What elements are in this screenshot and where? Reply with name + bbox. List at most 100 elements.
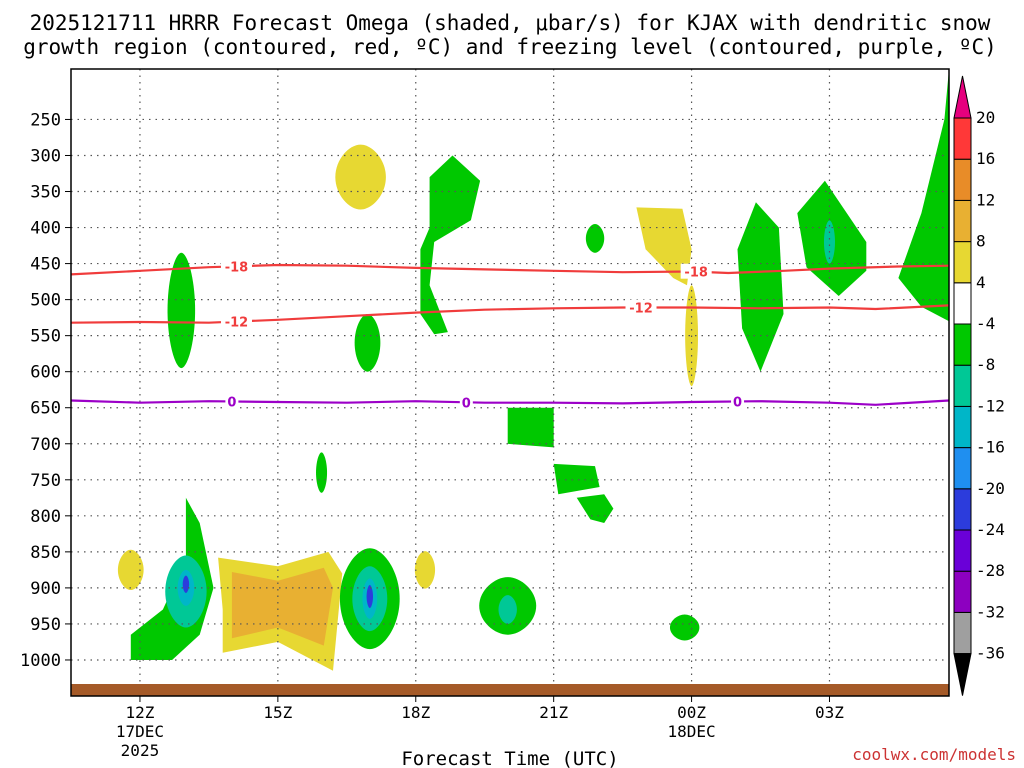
- omega-region-15: [117, 549, 144, 591]
- contour-label-temp_-12-0: -12: [225, 316, 249, 331]
- contour-label-temp_0-2: 0: [733, 395, 742, 410]
- colorbar-label--12: -12: [976, 396, 1005, 415]
- omega-region-22: [182, 575, 190, 593]
- y-tick-label-750: 750: [30, 471, 61, 491]
- y-tick-label-250: 250: [30, 110, 61, 130]
- y-tick-label-350: 350: [30, 183, 61, 203]
- x-tick-label-21Z: 21Z: [539, 703, 568, 722]
- y-tick-label-650: 650: [30, 399, 61, 419]
- colorbar-bin--12: [953, 364, 972, 407]
- contour-label-temp_-18-0: -18: [225, 260, 249, 275]
- colorbar-bin-12: [953, 158, 972, 201]
- contour-label-bg-temp_-12-0: [220, 313, 252, 329]
- omega-region-26: [366, 585, 374, 609]
- colorbar-label--36: -36: [976, 644, 1005, 663]
- omega-region-10: [354, 314, 381, 372]
- temperature-contours: -18 -18 -12 -12 0 0 0: [71, 258, 949, 411]
- colorbar-label--20: -20: [976, 479, 1005, 498]
- omega-region-18: [414, 551, 436, 589]
- colorbar-bin--8: [953, 323, 972, 366]
- colorbar-label-12: 12: [976, 190, 995, 209]
- contour-label-bg-temp_-12-1: [625, 299, 657, 315]
- colorbar-bin--16: [953, 405, 972, 449]
- omega-region-9: [898, 69, 949, 322]
- x-axis-label: Forecast Time (UTC): [401, 748, 618, 768]
- colorbar-label-16: 16: [976, 149, 995, 168]
- contour-label-temp_0-1: 0: [462, 396, 471, 411]
- colorbar-bin-8: [953, 199, 972, 243]
- omega-region-29: [669, 614, 700, 641]
- omega-region-28: [498, 595, 517, 624]
- y-tick-label-1000: 1000: [20, 651, 61, 671]
- x-tick-sublabel-18DEC: 18DEC: [667, 722, 715, 741]
- colorbar-label--24: -24: [976, 520, 1005, 539]
- colorbar-bin-16: [953, 117, 972, 160]
- colorbar-bin--24: [953, 488, 972, 531]
- omega-region-3: [585, 223, 605, 253]
- colorbar-bin--4: [953, 282, 972, 325]
- colorbar-bin--32: [953, 570, 972, 613]
- plot-frame: [70, 68, 950, 697]
- colorbar-bin--20: [953, 447, 972, 490]
- omega-shading-layer: [117, 69, 949, 671]
- contour-temp_0: [71, 399, 949, 406]
- colorbar-over-arrow: [953, 75, 972, 119]
- ground-surface-bar: [71, 684, 949, 696]
- contour-label-temp_-12-1: -12: [629, 302, 653, 317]
- colorbar-under-arrow: [953, 653, 972, 696]
- x-tick-label-12Z: 12Z: [125, 703, 154, 722]
- y-tick-label-950: 950: [30, 615, 61, 635]
- y-tick-label-800: 800: [30, 507, 61, 527]
- colorbar-label-8: 8: [976, 232, 986, 251]
- colorbar-bin--28: [953, 529, 972, 572]
- chart-title-line-1: 2025121711 HRRR Forecast Omega (shaded, …: [30, 11, 991, 35]
- colorbar: -36 -32 -28 -24 -20 -16 -12 -8 -4 4 8 12 16 20: [953, 75, 1005, 696]
- x-tick-label-03Z: 03Z: [815, 703, 844, 722]
- contour-label-temp_-18-1: -18: [684, 266, 708, 281]
- contour-label-bg-temp_0-2: [731, 393, 745, 409]
- x-tick-label-00Z: 00Z: [677, 703, 706, 722]
- y-tick-label-900: 900: [30, 579, 61, 599]
- colorbar-label--28: -28: [976, 561, 1005, 580]
- contour-label-bg-temp_0-1: [459, 394, 473, 410]
- omega-region-2: [420, 155, 481, 335]
- omega-region-17: [231, 567, 333, 646]
- colorbar-label--4: -4: [976, 314, 995, 333]
- colorbar-label-20: 20: [976, 108, 995, 127]
- y-tick-label-550: 550: [30, 327, 61, 347]
- contour-label-temp_0-0: 0: [227, 395, 236, 410]
- omega-region-13: [553, 463, 600, 495]
- y-tick-label-500: 500: [30, 291, 61, 311]
- y-tick-label-300: 300: [30, 146, 61, 166]
- colorbar-label--32: -32: [976, 602, 1005, 621]
- x-tick-label-18Z: 18Z: [401, 703, 430, 722]
- omega-region-1: [335, 144, 386, 210]
- x-tick-label-15Z: 15Z: [263, 703, 292, 722]
- omega-region-6: [737, 202, 784, 372]
- colorbar-bin--36: [953, 611, 972, 655]
- y-tick-label-700: 700: [30, 435, 61, 455]
- contour-temp_-12: [71, 304, 949, 324]
- y-tick-label-850: 850: [30, 543, 61, 563]
- contour-label-bg-temp_-18-1: [680, 263, 712, 279]
- omega-region-12: [507, 407, 554, 448]
- y-tick-label-450: 450: [30, 255, 61, 275]
- colorbar-label--16: -16: [976, 438, 1005, 457]
- omega-region-8: [823, 220, 835, 264]
- contour-label-bg-temp_-18-0: [220, 258, 252, 274]
- x-tick-sublabel-17DEC: 17DEC: [116, 722, 164, 741]
- colorbar-bin-4: [953, 241, 972, 284]
- omega-region-4: [636, 207, 692, 286]
- gridlines: [71, 69, 949, 696]
- contour-label-bg-temp_0-0: [225, 393, 239, 409]
- x-tick-sublabel-2025: 2025: [121, 741, 160, 760]
- chart-title-line-2: growth region (contoured, red, ºC) and f…: [23, 35, 997, 59]
- omega-region-0: [167, 252, 196, 369]
- credit-text[interactable]: coolwx.com/models: [852, 745, 1016, 764]
- omega-region-14: [576, 494, 614, 523]
- colorbar-label-4: 4: [976, 273, 986, 292]
- y-tick-label-600: 600: [30, 363, 61, 383]
- pressure-axis: 250 300 350 400 450 500 550 600 650 700 750 800 850 9…: [20, 110, 71, 671]
